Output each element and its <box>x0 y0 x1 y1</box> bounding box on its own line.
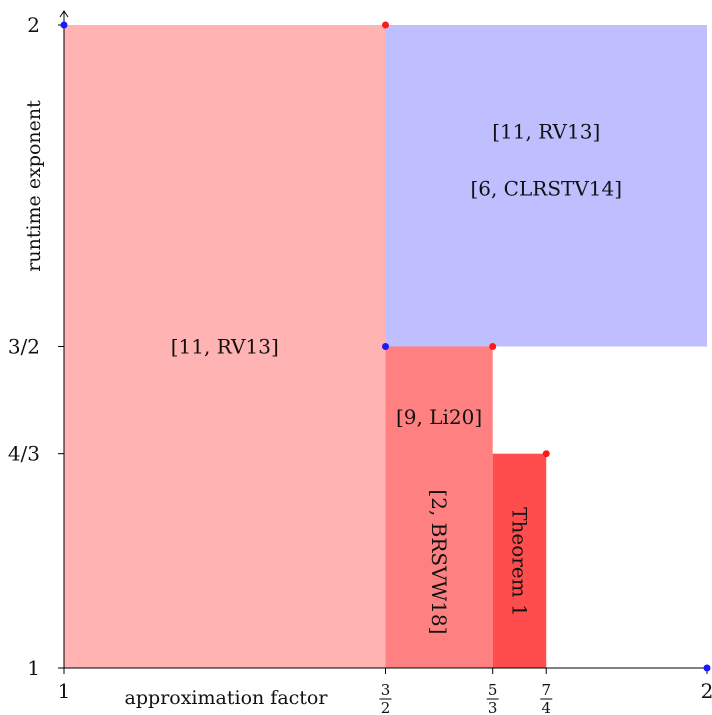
region-labels: [11, RV13] [11, RV13] [6, CLRSTV14] [9, Li2… <box>171 120 622 635</box>
y-axis-label: runtime exponent <box>23 100 45 272</box>
region-0 <box>64 25 386 668</box>
y-tick-label: 1 <box>27 656 40 680</box>
data-point <box>382 343 389 350</box>
x-tick-numerator: 7 <box>541 681 551 699</box>
region-2 <box>385 346 493 668</box>
data-point <box>60 21 68 29</box>
x-tick-label: 1 <box>58 679 71 703</box>
x-tick-denominator: 4 <box>541 699 551 715</box>
x-tick-numerator: 5 <box>488 681 498 699</box>
region-label: [11, RV13] <box>171 335 279 359</box>
x-axis-label: approximation factor <box>125 687 329 709</box>
x-tick-numerator: 3 <box>381 681 391 699</box>
x-tick-fraction: 32 <box>379 681 392 715</box>
data-point <box>703 664 711 672</box>
data-point <box>542 450 550 458</box>
region-1 <box>385 25 707 347</box>
region-label: [2, BRSVW18] <box>427 489 451 634</box>
region-label: Theorem 1 <box>507 507 531 617</box>
y-tick-label: 3/2 <box>8 335 40 359</box>
region-4 <box>492 453 547 668</box>
points <box>60 21 711 672</box>
region-label: [6, CLRSTV14] <box>470 177 622 201</box>
x-tick-fraction: 53 <box>486 681 499 715</box>
regions <box>64 25 707 668</box>
x-tick-denominator: 2 <box>381 699 391 715</box>
y-tick-label: 2 <box>27 13 40 37</box>
y-tick-label: 4/3 <box>8 442 40 466</box>
data-point <box>489 343 497 350</box>
y-axis-arrow <box>59 10 69 18</box>
region-label: [9, Li20] <box>396 405 482 429</box>
x-tick-label: 2 <box>701 679 712 703</box>
x-tick-fraction: 74 <box>540 681 553 715</box>
data-point <box>382 21 389 29</box>
region-label: [11, RV13] <box>492 120 600 144</box>
x-tick-denominator: 3 <box>488 699 498 715</box>
